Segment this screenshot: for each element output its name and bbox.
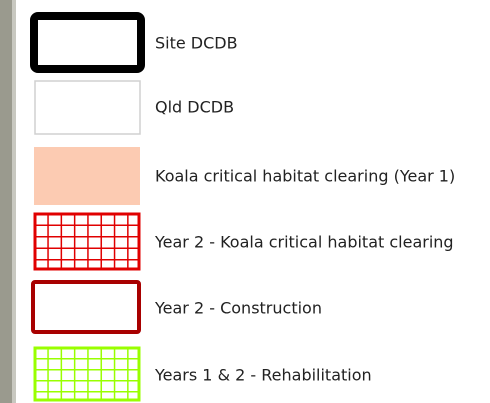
page: Site DCDB Qld DCDB Koala critical habita… xyxy=(0,0,490,403)
legend-label: Years 1 & 2 - Rehabilitation xyxy=(154,366,372,385)
map-edge xyxy=(0,0,12,403)
legend-label: Site DCDB xyxy=(155,34,238,53)
map-edge xyxy=(12,0,16,403)
swatch-koala-year1 xyxy=(34,147,140,205)
legend-label: Year 2 - Construction xyxy=(154,299,322,318)
swatch-construction xyxy=(33,282,139,332)
swatch-rehabilitation xyxy=(35,348,139,400)
swatch-site-dcdb xyxy=(34,16,141,69)
map-legend: Site DCDB Qld DCDB Koala critical habita… xyxy=(0,0,490,403)
swatch-koala-year2 xyxy=(35,214,139,269)
legend-label: Year 2 - Koala critical habitat clearing xyxy=(154,233,454,252)
legend-label: Qld DCDB xyxy=(155,98,234,117)
swatch-qld-dcdb xyxy=(35,81,140,134)
legend-label: Koala critical habitat clearing (Year 1) xyxy=(155,167,455,186)
